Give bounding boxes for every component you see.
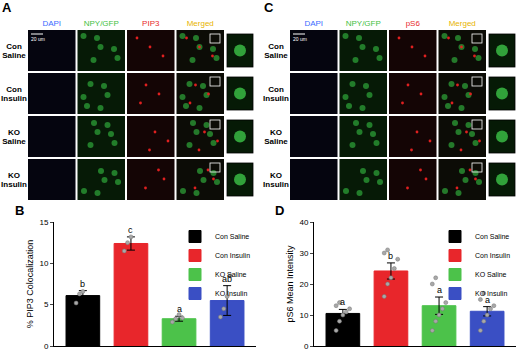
svg-text:C: C: [264, 0, 274, 15]
svg-text:Con: Con: [6, 85, 22, 94]
svg-text:20 um: 20 um: [293, 36, 307, 42]
svg-text:Saline: Saline: [264, 137, 288, 146]
svg-text:KO Saline: KO Saline: [215, 271, 247, 278]
svg-text:NPY/GFP: NPY/GFP: [346, 19, 381, 28]
svg-text:Insulin: Insulin: [263, 180, 289, 189]
svg-text:pS6: pS6: [406, 19, 421, 28]
svg-text:KO Insulin: KO Insulin: [475, 290, 507, 297]
svg-text:a: a: [437, 285, 442, 295]
svg-text:30: 30: [299, 249, 308, 258]
svg-text:20 um: 20 um: [31, 36, 45, 42]
svg-text:Saline: Saline: [2, 51, 26, 60]
svg-text:KO: KO: [8, 171, 20, 180]
svg-text:Con Saline: Con Saline: [215, 233, 249, 240]
svg-text:Con: Con: [268, 42, 284, 51]
svg-text:Con Insulin: Con Insulin: [475, 252, 510, 259]
svg-text:KO Insulin: KO Insulin: [215, 290, 247, 297]
svg-text:B: B: [15, 204, 24, 218]
svg-text:a: a: [485, 295, 490, 305]
svg-text:PIP3: PIP3: [142, 19, 160, 28]
svg-text:KO: KO: [270, 128, 282, 137]
svg-text:NPY/GFP: NPY/GFP: [84, 19, 119, 28]
svg-text:Insulin: Insulin: [1, 180, 27, 189]
svg-text:Con: Con: [6, 42, 22, 51]
svg-text:Con Saline: Con Saline: [475, 233, 509, 240]
svg-text:DAPI: DAPI: [42, 19, 61, 28]
svg-text:0: 0: [44, 342, 49, 351]
svg-text:Con Insulin: Con Insulin: [215, 252, 250, 259]
svg-text:10: 10: [39, 259, 48, 268]
svg-text:Insulin: Insulin: [1, 94, 27, 103]
svg-text:ab: ab: [222, 274, 232, 284]
svg-text:b: b: [80, 279, 85, 289]
svg-text:a: a: [340, 297, 345, 307]
svg-text:KO Saline: KO Saline: [475, 271, 507, 278]
svg-text:A: A: [2, 0, 12, 15]
svg-text:Insulin: Insulin: [263, 94, 289, 103]
svg-text:pS6 Mean Intensity: pS6 Mean Intensity: [285, 245, 295, 323]
svg-text:a: a: [177, 304, 182, 314]
svg-text:40: 40: [299, 218, 308, 227]
svg-text:DAPI: DAPI: [304, 19, 323, 28]
svg-text:5: 5: [44, 300, 49, 309]
svg-text:0: 0: [304, 342, 309, 351]
svg-text:KO: KO: [270, 171, 282, 180]
svg-text:b: b: [388, 251, 393, 261]
svg-text:KO: KO: [8, 128, 20, 137]
svg-text:Saline: Saline: [2, 137, 26, 146]
svg-text:Saline: Saline: [264, 51, 288, 60]
svg-text:Con: Con: [268, 85, 284, 94]
svg-text:D: D: [275, 204, 284, 218]
svg-text:% PIP3 Colocalization: % PIP3 Colocalization: [25, 240, 35, 329]
svg-text:c: c: [128, 225, 133, 235]
svg-text:20: 20: [299, 280, 308, 289]
svg-text:Merged: Merged: [449, 19, 476, 28]
svg-text:10: 10: [299, 311, 308, 320]
svg-text:Merged: Merged: [187, 19, 214, 28]
svg-text:15: 15: [39, 218, 48, 227]
